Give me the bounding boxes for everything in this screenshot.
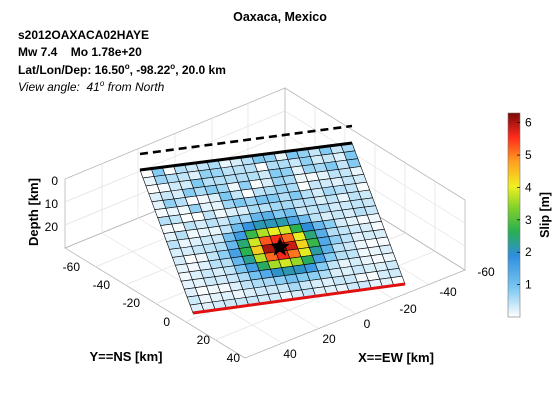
colorbar-tick-label: 1 [525,278,532,292]
z-axis-label: Depth [km] [26,178,41,246]
x-tick-label: 20 [322,332,336,346]
z-tick-label: 10 [45,197,59,211]
z-tick-label: 0 [51,174,58,188]
colorbar-tick-label: 6 [525,116,532,130]
fault-bottom-edge [192,282,406,315]
colorbar-label: Slip [m] [538,192,552,238]
fault-plane [139,142,406,314]
x-axis-label: X==EW [km] [358,350,434,365]
x-tick-label: 40 [283,347,297,361]
location-line: Lat/Lon/Dep: 16.50o, -98.22o, 20.0 km [18,62,226,77]
axis-ticks: 0 10 20 -60 -40 -20 0 20 40 40 20 0 -20 … [45,174,495,365]
magnitude: Mw 7.4 [18,45,58,59]
degree-mark: o [124,62,130,71]
x-tick-label: -40 [439,285,457,299]
y-tick-label: 20 [197,333,211,347]
latitude: 16.50 [94,63,125,77]
degree-mark: o [99,79,105,88]
fault-top-edge [139,141,353,172]
colorbar-tick-label: 4 [525,180,532,194]
figure-title: Oaxaca, Mexico [233,10,327,24]
colorbar-tick-label: 3 [525,213,532,227]
depth: 20.0 km [181,63,226,77]
colorbar: 1 2 3 4 5 6 Slip [m] [507,112,552,318]
event-id: s2012OAXACA02HAYE [18,28,149,42]
colorbar-tick-label: 2 [525,245,532,259]
view-angle: 41 [86,80,100,94]
y-tick-label: -40 [93,278,111,292]
x-tick-label: -20 [399,302,417,316]
hypocenter-star [269,236,290,256]
colorbar-ticks: 1 2 3 4 5 6 [517,116,532,292]
location-label: Lat/Lon/Dep: [18,63,92,77]
colorbar-gradient [507,112,521,318]
y-tick-label: -60 [63,260,81,274]
view-label: View angle: [18,80,80,94]
view-angle-line: View angle: 41o from North [18,79,164,94]
x-tick-label: 0 [364,317,371,331]
z-tick-label: 20 [45,220,59,234]
y-tick-label: 40 [227,351,241,365]
y-tick-label: -20 [123,296,141,310]
moment: Mo 1.78e+20 [70,45,142,59]
magnitude-moment: Mw 7.4 Mo 1.78e+20 [18,45,142,59]
view-suffix: from North [107,80,165,94]
x-tick-label: -60 [477,265,495,279]
longitude: -98.22 [136,63,171,77]
degree-mark: o [170,62,176,71]
y-tick-label: 0 [163,315,170,329]
surface-projection-line [139,124,353,156]
y-axis-label: Y==NS [km] [90,349,163,364]
colorbar-tick-label: 5 [525,148,532,162]
